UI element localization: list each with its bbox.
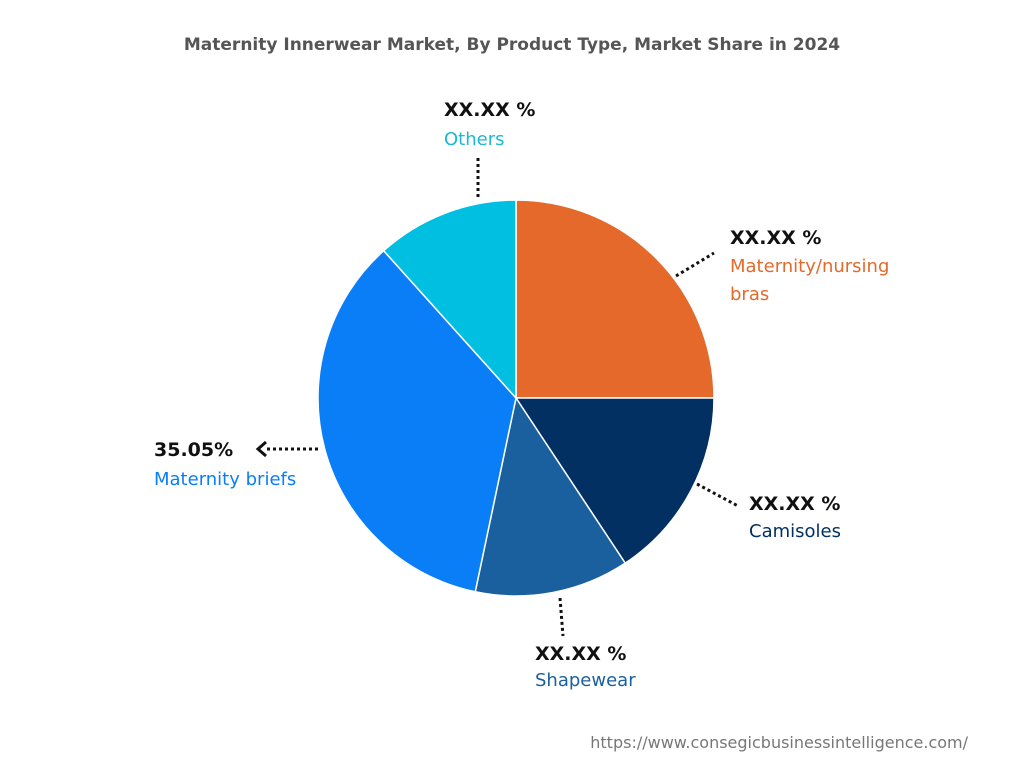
watermark-url: https://www.consegicbusinessintelligence…	[590, 733, 968, 752]
pie-slice-maternity-briefs	[317, 249, 517, 593]
value-label-shapewear: XX.XX %	[535, 643, 626, 665]
slice-label-bras-1: Maternity/nursing	[730, 256, 889, 277]
leader-line-camisoles	[696, 482, 739, 508]
pie-slice-others	[382, 199, 517, 400]
chart-title: Maternity Innerwear Market, By Product T…	[184, 35, 840, 55]
leader-line-shapewear	[558, 597, 565, 637]
slice-label-bras-2: bras	[730, 284, 769, 305]
value-label-briefs: 35.05%	[154, 439, 233, 461]
pie-slice-camisoles	[514, 397, 715, 565]
slice-label-others: Others	[444, 129, 505, 150]
slice-label-briefs: Maternity briefs	[154, 469, 296, 490]
slice-label-shapewear: Shapewear	[535, 670, 636, 691]
slice-label-camisoles: Camisoles	[749, 521, 841, 542]
value-label-others: XX.XX %	[444, 99, 535, 121]
value-label-camisoles: XX.XX %	[749, 493, 840, 515]
arrowhead-briefs	[255, 440, 267, 458]
leader-line-bras	[675, 251, 715, 278]
value-label-bras: XX.XX %	[730, 227, 821, 249]
pie-slice-maternity-nursing-bras	[515, 199, 715, 399]
pie-slice-shapewear	[474, 396, 627, 597]
